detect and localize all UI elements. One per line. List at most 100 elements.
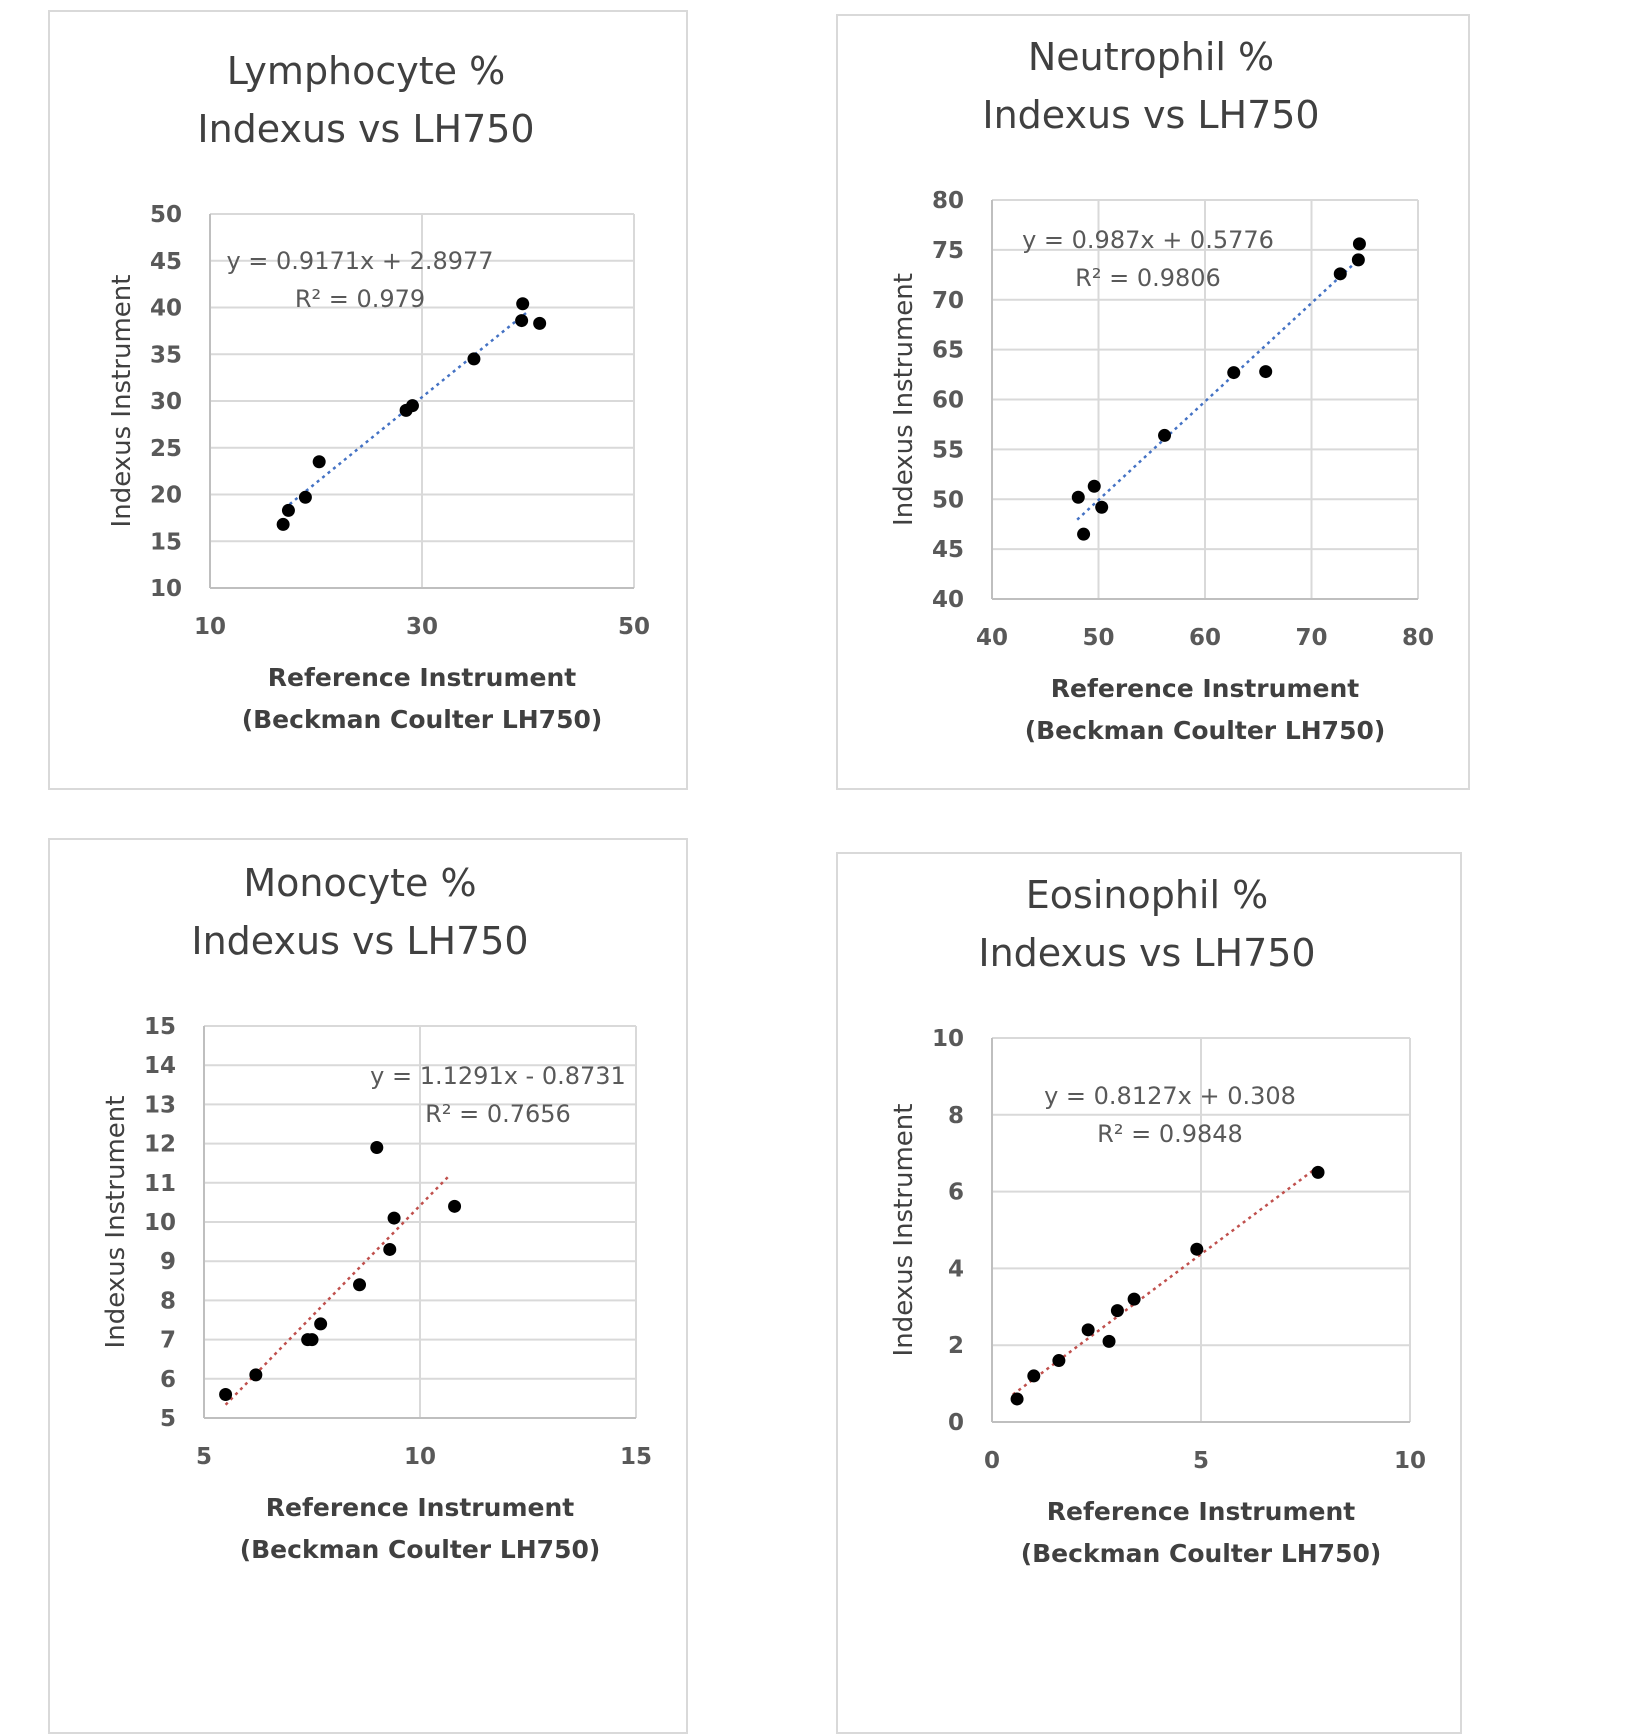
data-point [1352, 237, 1366, 251]
data-point [1311, 1165, 1325, 1179]
x-tick-label: 50 [618, 614, 650, 640]
y-tick-label: 10 [144, 1210, 176, 1236]
chart-lymphocyte: Lymphocyte % Indexus vs LH750 10 15 20 25 30 35… [107, 49, 650, 734]
y-axis-label: Indexus Instrument [889, 1104, 919, 1357]
x-axis-label-line-1: Reference Instrument [266, 1493, 574, 1522]
x-tick-label: 15 [620, 1444, 652, 1470]
trendline [1076, 257, 1361, 521]
data-point [353, 1278, 367, 1292]
y-tick-label: 20 [150, 483, 182, 509]
x-tick-label: 40 [976, 625, 1008, 651]
chart-title-line-1: Monocyte % [243, 861, 476, 905]
data-point [383, 1242, 397, 1256]
y-tick-label: 80 [932, 188, 964, 214]
x-tick-label: 0 [984, 1448, 1000, 1474]
data-point [387, 1211, 401, 1225]
data-point [1190, 1242, 1204, 1256]
data-point [1259, 365, 1273, 379]
x-axis-label-line-2: (Beckman Coulter LH750) [1021, 1539, 1382, 1568]
chart-panel-neutrophil: Neutrophil % Indexus vs LH750 40 45 50 55 60 65… [836, 14, 1470, 790]
data-point [533, 316, 547, 330]
data-point [1087, 479, 1101, 493]
data-point [1102, 1334, 1116, 1348]
chart-title-line-1: Lymphocyte % [227, 49, 506, 93]
trendline-equation: y = 0.987x + 0.5776 [1022, 226, 1274, 254]
chart-title-line-2: Indexus vs LH750 [978, 931, 1315, 975]
data-point [1081, 1323, 1095, 1337]
data-point [1127, 1292, 1141, 1306]
y-tick-label: 15 [150, 529, 182, 555]
y-tick-label: 40 [150, 296, 182, 322]
trendline-r-squared: R² = 0.9848 [1097, 1120, 1243, 1148]
x-axis-label-line-2: (Beckman Coulter LH750) [242, 705, 603, 734]
chart-panel-eosinophil: Eosinophil % Indexus vs LH750 0 2 4 6 8 10 0 5 10 R… [836, 852, 1462, 1734]
data-point [219, 1387, 233, 1401]
x-tick-label: 80 [1402, 625, 1434, 651]
x-tick-label: 10 [1394, 1448, 1426, 1474]
x-axis-label-line-1: Reference Instrument [1051, 674, 1359, 703]
trendline-equation: y = 1.1291x - 0.8731 [370, 1062, 626, 1090]
data-point [305, 1333, 319, 1347]
chart-title-line-1: Neutrophil % [1028, 35, 1274, 79]
data-point [1351, 253, 1365, 267]
y-tick-label: 15 [144, 1014, 176, 1040]
y-tick-label: 45 [932, 537, 964, 563]
data-point [1071, 490, 1085, 504]
x-tick-label: 10 [404, 1444, 436, 1470]
data-point [1333, 267, 1347, 281]
y-tick-label: 5 [160, 1406, 176, 1432]
chart-panel-lymphocyte: Lymphocyte % Indexus vs LH750 10 15 20 25 30 35… [48, 10, 688, 790]
y-tick-label: 9 [160, 1249, 176, 1275]
data-point [298, 490, 312, 504]
y-axis-label: Indexus Instrument [107, 275, 137, 528]
chart-monocyte: Monocyte % Indexus vs LH750 5 6 7 8 9 10 11 12 13 1… [101, 861, 652, 1564]
data-point [281, 503, 295, 517]
y-tick-label: 35 [150, 342, 182, 368]
data-point [515, 314, 529, 328]
data-point [1095, 500, 1109, 514]
y-tick-label: 7 [160, 1328, 176, 1354]
y-tick-label: 25 [150, 436, 182, 462]
y-tick-label: 55 [932, 437, 964, 463]
data-point [448, 1199, 462, 1213]
data-point [1077, 527, 1091, 541]
y-tick-label: 50 [932, 487, 964, 513]
chart-panel-monocyte: Monocyte % Indexus vs LH750 5 6 7 8 9 10 11 12 13 1… [48, 838, 688, 1734]
x-tick-label: 5 [196, 1444, 212, 1470]
data-point [314, 1317, 328, 1331]
trendline-r-squared: R² = 0.979 [295, 285, 425, 313]
x-axis-label-line-2: (Beckman Coulter LH750) [240, 1535, 601, 1564]
data-point [1110, 1304, 1124, 1318]
y-tick-label: 6 [160, 1367, 176, 1393]
x-tick-label: 30 [406, 614, 438, 640]
y-tick-label: 12 [144, 1132, 176, 1158]
data-point [1052, 1354, 1066, 1368]
x-tick-label: 60 [1189, 625, 1221, 651]
data-point [516, 297, 530, 311]
trendline-r-squared: R² = 0.9806 [1075, 264, 1221, 292]
x-tick-label: 50 [1082, 625, 1114, 651]
y-tick-label: 0 [948, 1410, 964, 1436]
y-tick-label: 8 [948, 1103, 964, 1129]
data-point [249, 1368, 263, 1382]
chart-title-line-2: Indexus vs LH750 [982, 93, 1319, 137]
chart-title-line-2: Indexus vs LH750 [191, 919, 528, 963]
x-axis-label-line-2: (Beckman Coulter LH750) [1025, 716, 1386, 745]
y-axis-label: Indexus Instrument [889, 273, 919, 526]
x-axis-label-line-1: Reference Instrument [1047, 1497, 1355, 1526]
data-point [405, 399, 419, 413]
data-point [467, 352, 481, 366]
y-tick-label: 50 [150, 202, 182, 228]
data-point [312, 455, 326, 469]
chart-eosinophil: Eosinophil % Indexus vs LH750 0 2 4 6 8 10 0 5 10 R… [889, 873, 1426, 1568]
trendline [224, 1173, 452, 1406]
trendline-r-squared: R² = 0.7656 [425, 1100, 571, 1128]
y-tick-label: 14 [144, 1053, 176, 1079]
trendline-equation: y = 0.8127x + 0.308 [1044, 1082, 1296, 1110]
y-tick-label: 11 [144, 1171, 176, 1197]
y-tick-label: 70 [932, 288, 964, 314]
y-tick-label: 10 [932, 1026, 964, 1052]
data-point [1158, 428, 1172, 442]
y-tick-label: 65 [932, 338, 964, 364]
data-point [276, 517, 290, 531]
